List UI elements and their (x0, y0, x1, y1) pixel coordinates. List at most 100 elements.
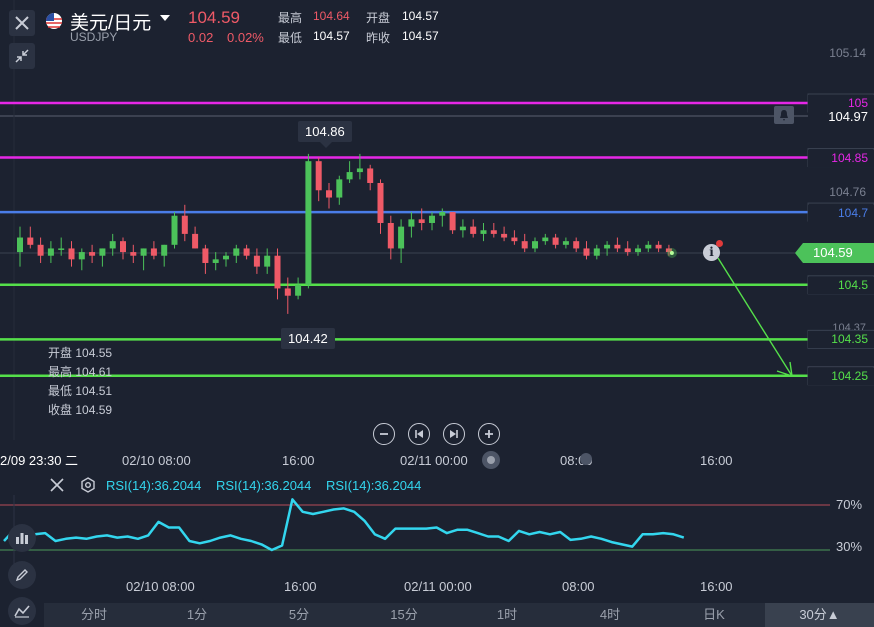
tab-1hour[interactable]: 1时 (496, 607, 518, 622)
low-label: 最低 (278, 31, 303, 45)
line-label-105[interactable]: 105 (808, 95, 874, 112)
candle-body (521, 241, 528, 249)
candle-body (109, 241, 116, 249)
tab-15min[interactable]: 15分 (390, 607, 418, 622)
candle-body (367, 168, 374, 183)
ohlc-close: 收盘 104.59 (48, 403, 113, 417)
pair-name[interactable]: 美元/日元 (70, 13, 152, 34)
trend-arrow-head (776, 361, 793, 378)
candle-body (635, 248, 641, 253)
candle-body (130, 252, 137, 256)
candle-body (47, 248, 54, 256)
line-label-10485[interactable]: 104.85 (808, 150, 874, 167)
skip-back-icon (415, 430, 423, 438)
symbol-code: USDJPY (70, 30, 118, 44)
shrink-button[interactable] (9, 43, 35, 69)
candle-body (150, 248, 157, 256)
low-value: 104.57 (313, 29, 350, 43)
chevron-down-icon[interactable] (160, 15, 170, 23)
line-chart-icon (14, 605, 30, 618)
candle-body (336, 179, 343, 198)
candle-body (398, 226, 405, 249)
close-icon (15, 16, 29, 30)
candle-body (223, 255, 229, 260)
candle-body (665, 248, 672, 253)
candle-body (408, 219, 415, 227)
indicator-tool-button[interactable] (8, 524, 36, 552)
rsi-line (3, 498, 685, 552)
ohlc-low: 最低 104.51 (48, 384, 113, 398)
tab-1min[interactable]: 1分 (186, 607, 208, 622)
candle-body (212, 259, 219, 263)
price-change-pct: 0.02% (227, 30, 264, 45)
candle-body (37, 244, 44, 256)
high-label: 最高 (278, 11, 303, 25)
rsi-time-label: 02/11 00:00 (404, 579, 472, 594)
candle-body (480, 230, 487, 234)
candle-body (68, 248, 75, 260)
alert-dot (716, 240, 723, 247)
line-label-1047[interactable]: 104.7 (808, 205, 874, 222)
scroll-handle-2[interactable] (580, 453, 592, 465)
line-label-10435[interactable]: 104.35 (808, 331, 874, 348)
price-change: 0.02 (188, 30, 214, 45)
candle-body (140, 248, 147, 256)
tab-30min[interactable]: 30分▲ (765, 603, 874, 627)
tab-realtime[interactable]: 分时 (80, 607, 107, 622)
price-tick: 104.76 (829, 185, 866, 199)
current-price: 104.59 (188, 8, 240, 27)
scroll-end-button[interactable] (443, 423, 465, 445)
interval-tabbar: 分时 1分 5分 15分 1时 4时 日K 30分▲ (44, 603, 874, 627)
chart-tool-button[interactable] (8, 597, 36, 625)
zoom-out-button[interactable] (373, 423, 395, 445)
candle-body (305, 161, 312, 285)
candle-body (58, 248, 65, 250)
candle-body (377, 182, 384, 223)
rsi-chart[interactable] (0, 495, 874, 570)
info-icon[interactable]: i (703, 244, 720, 261)
candle-body (346, 172, 353, 180)
rsi-label: RSI(14):36.2044 (106, 478, 202, 493)
candle-body (624, 248, 631, 253)
alarm-button[interactable] (774, 106, 794, 124)
line-label-1045[interactable]: 104.5 (808, 277, 874, 294)
candle-body (253, 255, 260, 267)
tab-5min[interactable]: 5分 (288, 607, 310, 622)
settings-icon[interactable] (80, 477, 96, 493)
zoom-in-button[interactable] (478, 423, 500, 445)
candle-body (387, 222, 394, 249)
low-tooltip: 104.42 (281, 328, 335, 349)
candle-body (459, 226, 466, 231)
candle-body (243, 248, 250, 256)
open-label: 开盘 (366, 11, 391, 25)
candle-body (326, 190, 332, 198)
trend-arrow-line (717, 257, 793, 377)
high-tooltip: 104.86 (298, 121, 352, 142)
time-label: 02/10 08:00 (122, 453, 191, 468)
candle-body (295, 284, 302, 296)
rsi-upper-label: 70% (836, 497, 863, 512)
draw-tool-button[interactable] (8, 561, 36, 589)
prevclose-value: 104.57 (402, 29, 439, 43)
rsi-lower-label: 30% (836, 539, 863, 554)
price-tag-bg: 104.97 (808, 108, 874, 125)
tab-daily[interactable]: 日K (703, 607, 725, 622)
candle-body (552, 237, 559, 245)
scroll-start-button[interactable] (408, 423, 430, 445)
candle-body (202, 248, 209, 263)
price-tick: 105.14 (829, 46, 866, 60)
candle-body (171, 215, 178, 245)
candle-body (418, 219, 425, 223)
tab-4hour[interactable]: 4时 (599, 607, 621, 622)
line-label-10425[interactable]: 104.25 (808, 368, 874, 385)
close-button[interactable] (9, 10, 35, 36)
crosshair-time-label: 2/09 23:30 二 (0, 451, 83, 471)
price-chart[interactable] (0, 0, 874, 440)
candle-body (181, 215, 188, 234)
candle-body (356, 168, 363, 173)
candle-body (89, 252, 96, 256)
prevclose-label: 昨收 (366, 31, 391, 45)
close-indicator-icon[interactable] (50, 478, 64, 492)
open-value: 104.57 (402, 9, 439, 23)
current-price-tag-text: 104.59 (813, 245, 853, 260)
